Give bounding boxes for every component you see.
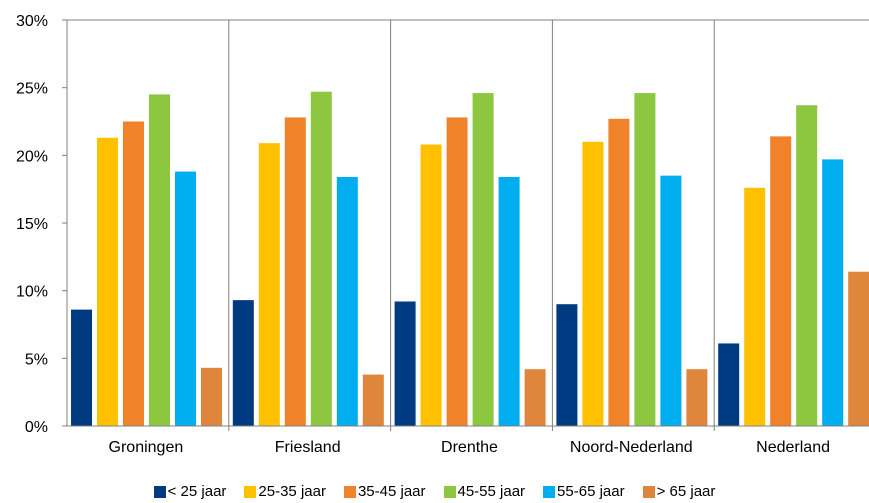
legend-item: 35-45 jaar [343, 483, 426, 500]
x-category-label: Friesland [275, 439, 341, 456]
legend-item: < 25 jaar [153, 483, 227, 500]
legend-swatch [153, 485, 166, 498]
bar-noord-nederland-0 [556, 304, 578, 426]
x-category-label: Noord-Nederland [570, 439, 693, 456]
legend-label: > 65 jaar [656, 483, 716, 500]
bar-noord-nederland-1 [582, 141, 604, 427]
category-separators [228, 20, 715, 431]
bar-noord-nederland-4 [660, 175, 682, 426]
bar-nederland-1 [744, 187, 766, 426]
bar-groningen-0 [71, 309, 92, 426]
x-category-label: Nederland [756, 439, 830, 456]
bar-nederland-3 [796, 105, 818, 426]
bar-noord-nederland-3 [634, 93, 656, 426]
y-tick-label: 5% [25, 351, 48, 368]
legend-item: 25-35 jaar [244, 483, 326, 500]
bar-drenthe-2 [446, 117, 468, 426]
legend-label: 45-55 jaar [457, 483, 526, 500]
legend-item: > 65 jaar [642, 483, 716, 500]
bar-nederland-5 [848, 271, 869, 426]
bar-groningen-5 [201, 367, 222, 426]
bar-friesland-3 [310, 91, 332, 426]
legend-label: < 25 jaar [167, 483, 227, 500]
bar-drenthe-3 [472, 93, 494, 426]
x-axis: Groningen Friesland Drenthe Noord-Nederland… [67, 425, 869, 456]
bars [71, 91, 869, 427]
bar-drenthe-4 [498, 176, 520, 426]
x-category-label: Groningen [109, 439, 184, 456]
bar-drenthe-5 [524, 369, 546, 426]
y-tick-label: 15% [16, 216, 48, 233]
bar-noord-nederland-5 [686, 369, 708, 426]
legend-label: 55-65 jaar [557, 483, 625, 500]
legend-swatch [543, 485, 556, 498]
bar-friesland-1 [258, 143, 280, 427]
legend-swatch [343, 485, 356, 498]
bar-groningen-1 [97, 137, 118, 427]
y-tick-label: 25% [16, 81, 48, 98]
y-tick-label: 10% [16, 284, 48, 301]
bar-friesland-4 [336, 176, 358, 426]
bar-noord-nederland-2 [608, 118, 630, 426]
y-axis: 0% 5% 10% 15% 20% 25% 30% [16, 13, 869, 436]
legend-swatch [443, 485, 456, 498]
bar-groningen-4 [175, 171, 196, 426]
legend-item: 45-55 jaar [443, 483, 526, 500]
bar-nederland-4 [822, 159, 844, 427]
bar-groningen-2 [123, 121, 144, 426]
bar-friesland-0 [232, 300, 254, 426]
legend-label: 25-35 jaar [258, 483, 326, 500]
legend-item: 55-65 jaar [543, 483, 625, 500]
y-tick-label: 20% [16, 148, 48, 165]
bar-nederland-2 [770, 136, 792, 427]
bar-drenthe-1 [420, 144, 442, 427]
y-tick-label: 0% [25, 419, 48, 436]
x-category-label: Drenthe [441, 439, 498, 456]
bar-nederland-0 [718, 343, 740, 426]
bar-groningen-3 [149, 94, 170, 426]
bar-drenthe-0 [394, 301, 416, 426]
bar-friesland-5 [362, 374, 384, 426]
legend-swatch [642, 485, 655, 498]
bar-chart: 0% 5% 10% 15% 20% 25% 30% Groningen Friesland Dr… [16, 13, 869, 456]
legend-label: 35-45 jaar [357, 483, 426, 500]
y-tick-label: 30% [16, 13, 48, 30]
legend: < 25 jaar 25-35 jaar 35-45 jaar 45-55 jaar 5… [0, 480, 869, 503]
bar-friesland-2 [284, 117, 306, 426]
legend-swatch [244, 485, 257, 498]
